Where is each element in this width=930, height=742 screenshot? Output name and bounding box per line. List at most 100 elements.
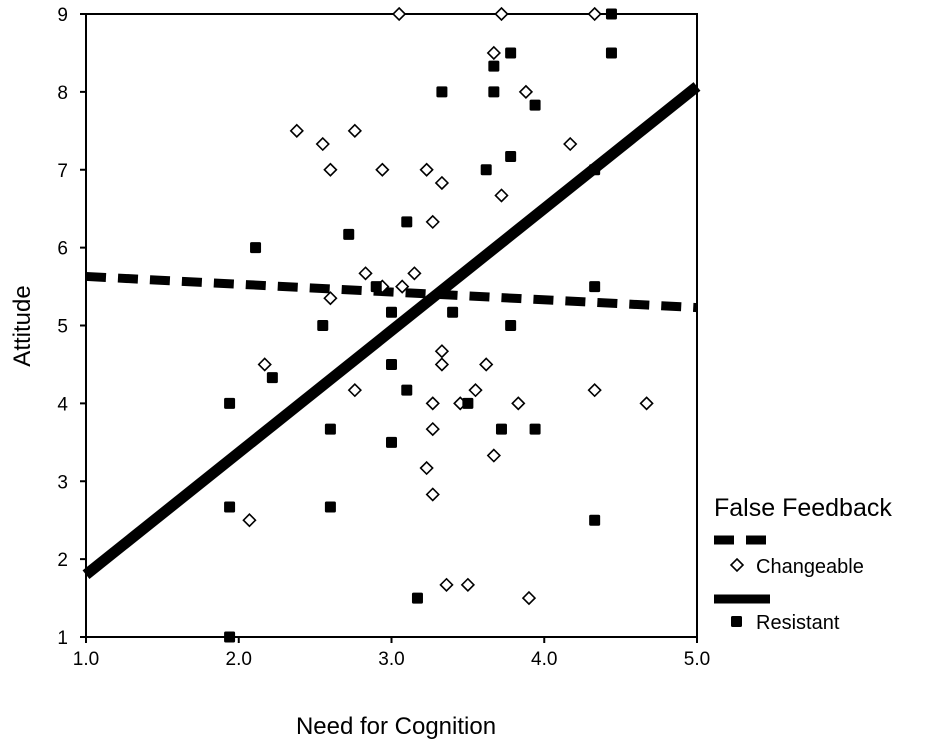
point-resistant xyxy=(266,372,278,384)
x-tick-label: 5.0 xyxy=(684,649,710,670)
legend-title: False Feedback xyxy=(714,494,892,522)
point-resistant xyxy=(343,228,355,240)
y-tick-label: 6 xyxy=(57,239,68,260)
y-tick-label: 4 xyxy=(57,394,68,415)
legend-changeable-label: Changeable xyxy=(756,556,864,578)
point-changeable xyxy=(479,357,494,372)
y-tick-label: 7 xyxy=(57,161,68,182)
point-changeable xyxy=(511,396,526,411)
legend: False Feedback Changeable Resistant xyxy=(714,494,892,634)
point-changeable xyxy=(434,175,450,191)
point-changeable xyxy=(460,577,476,592)
point-changeable xyxy=(289,123,304,138)
x-tick-label: 4.0 xyxy=(531,649,557,670)
point-changeable xyxy=(315,136,330,152)
point-changeable xyxy=(395,279,410,294)
fit-lines xyxy=(82,82,701,579)
point-resistant xyxy=(589,281,601,293)
point-resistant xyxy=(589,514,601,526)
point-resistant xyxy=(505,151,517,163)
point-resistant xyxy=(386,358,397,370)
point-changeable xyxy=(518,84,534,100)
point-resistant xyxy=(401,216,413,228)
point-resistant xyxy=(605,47,617,59)
point-changeable xyxy=(425,396,440,411)
point-changeable xyxy=(407,266,422,281)
y-tick-label: 3 xyxy=(57,472,68,493)
point-resistant xyxy=(250,242,262,254)
point-changeable xyxy=(439,577,454,592)
point-resistant xyxy=(605,8,617,20)
x-axis-title: Need for Cognition xyxy=(296,713,496,740)
point-resistant xyxy=(324,501,336,513)
point-changeable xyxy=(425,214,440,230)
point-changeable xyxy=(468,383,483,398)
point-resistant xyxy=(529,99,541,111)
fit-line-changeable xyxy=(85,271,698,313)
x-tick-label: 2.0 xyxy=(226,649,252,670)
point-resistant xyxy=(447,306,459,318)
point-changeable xyxy=(347,383,362,398)
point-resistant xyxy=(505,47,517,59)
plot-area xyxy=(82,6,701,643)
point-resistant xyxy=(488,86,500,98)
point-resistant xyxy=(505,320,517,331)
point-changeable xyxy=(486,448,501,463)
point-changeable xyxy=(323,162,338,177)
x-axis-ticks: 1.0 2.0 3.0 4.0 5.0 xyxy=(73,637,710,670)
y-tick-label: 8 xyxy=(57,83,68,104)
point-resistant xyxy=(589,164,601,176)
x-tick-label: 3.0 xyxy=(378,649,404,670)
legend-resistant-marker xyxy=(731,616,742,627)
point-changeable xyxy=(639,396,654,411)
point-resistant xyxy=(370,281,382,293)
point-changeable xyxy=(323,291,338,306)
point-changeable xyxy=(434,344,450,359)
point-changeable xyxy=(257,357,272,372)
point-changeable xyxy=(419,162,434,177)
point-resistant xyxy=(488,60,500,72)
point-changeable xyxy=(375,162,390,177)
y-tick-label: 9 xyxy=(57,5,68,26)
legend-resistant-label: Resistant xyxy=(756,612,840,634)
point-changeable xyxy=(392,6,407,22)
point-resistant xyxy=(436,86,448,98)
point-changeable xyxy=(587,6,602,22)
y-tick-label: 5 xyxy=(57,317,68,338)
point-changeable xyxy=(347,123,362,138)
point-changeable xyxy=(434,357,450,372)
y-tick-label: 2 xyxy=(57,550,68,571)
point-changeable xyxy=(494,188,509,203)
point-changeable xyxy=(563,136,578,152)
point-changeable xyxy=(242,513,257,528)
point-changeable xyxy=(494,6,509,22)
point-resistant xyxy=(386,306,397,318)
y-tick-label: 1 xyxy=(57,628,68,649)
point-changeable xyxy=(419,460,434,476)
point-resistant xyxy=(411,592,423,604)
point-resistant xyxy=(324,423,336,435)
point-resistant xyxy=(224,397,236,409)
point-resistant xyxy=(462,397,474,409)
point-changeable xyxy=(521,590,537,606)
point-resistant xyxy=(224,631,236,643)
point-changeable xyxy=(425,487,440,502)
fit-line-resistant xyxy=(82,82,701,579)
x-tick-label: 1.0 xyxy=(73,649,99,670)
point-resistant xyxy=(224,501,236,513)
point-resistant xyxy=(495,423,507,435)
point-changeable xyxy=(486,45,501,61)
point-resistant xyxy=(317,320,329,331)
data-points xyxy=(224,6,654,643)
point-resistant xyxy=(529,423,541,435)
point-resistant xyxy=(401,384,413,396)
point-resistant xyxy=(480,164,492,176)
point-changeable xyxy=(425,421,440,437)
legend-changeable-marker xyxy=(729,557,745,573)
point-changeable xyxy=(358,266,373,281)
y-axis-title: Attitude xyxy=(9,285,36,366)
point-changeable xyxy=(587,383,602,398)
point-resistant xyxy=(386,436,397,448)
y-axis-ticks: 1 2 3 4 5 6 7 8 9 xyxy=(57,5,86,649)
